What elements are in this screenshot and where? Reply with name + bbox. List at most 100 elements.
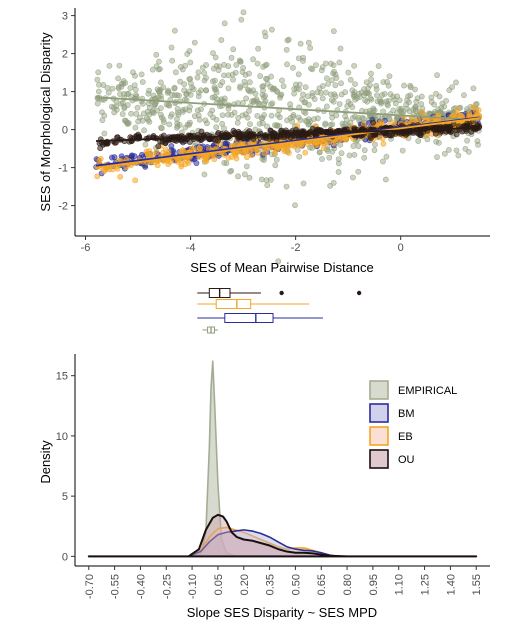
x-tick-label: 1.25 [420, 574, 432, 595]
scatter-point [277, 94, 283, 101]
legend-item-eb: EB [369, 426, 413, 446]
scatter-point [127, 85, 134, 91]
scatter-point [475, 107, 482, 113]
scatter-point [300, 91, 306, 98]
scatter-point [170, 147, 177, 154]
scatter-point [132, 124, 139, 131]
scatter-point [352, 81, 358, 88]
scatter-point [184, 158, 191, 164]
scatter-point [347, 101, 354, 107]
scatter-point [177, 78, 184, 85]
x-tick-label: 0.35 [265, 574, 277, 595]
scatter-point [118, 100, 124, 107]
scatter-point [300, 54, 307, 61]
scatter-point [296, 153, 303, 160]
trend-line-empirical [95, 96, 480, 121]
scatter-point [391, 96, 398, 103]
scatter-point [177, 64, 184, 70]
x-tick-label: -0.40 [135, 574, 147, 599]
scatter-point [201, 70, 208, 76]
scatter-point [414, 95, 421, 102]
scatter-point [150, 110, 157, 116]
scatter-point [305, 39, 312, 46]
scatter-point [133, 133, 140, 140]
scatter-point [149, 66, 156, 73]
scatter-point [241, 78, 248, 85]
scatter-point [267, 176, 274, 183]
scatter-point [262, 98, 269, 105]
scatter-point [101, 112, 108, 119]
scatter-point [225, 85, 232, 92]
scatter-point [455, 152, 462, 159]
scatter-point [302, 118, 309, 124]
scatter-point [221, 72, 227, 79]
scatter-point [355, 168, 362, 175]
scatter-point [156, 58, 162, 65]
scatter-point [292, 202, 298, 209]
scatter-point [155, 66, 162, 73]
scatter-point [124, 102, 131, 108]
scatter-point [290, 112, 297, 118]
scatter-point [268, 112, 275, 119]
scatter-point [268, 26, 275, 33]
scatter-point [284, 61, 290, 68]
scatter-point [179, 108, 186, 115]
scatter-point [182, 62, 189, 69]
x-tick-label: 0.20 [239, 574, 251, 595]
scatter-point [240, 64, 247, 71]
scatter-point [210, 50, 216, 57]
scatter-point [237, 58, 244, 65]
scatter-point [325, 81, 332, 87]
scatter-point [263, 177, 270, 184]
scatter-point [441, 103, 448, 110]
scatter-point [251, 97, 258, 104]
scatter-point [453, 79, 459, 86]
scatter-point [202, 154, 209, 160]
scatter-point [275, 258, 282, 265]
scatter-point [351, 151, 358, 158]
trend-line-ou [95, 126, 480, 142]
scatter-point [168, 111, 175, 118]
scatter-point [134, 104, 141, 111]
scatter-point [246, 174, 253, 181]
y-tick-label: 2 [62, 49, 68, 61]
scatter-point [342, 89, 349, 96]
scatter-point [158, 124, 164, 131]
scatter-point [406, 108, 413, 115]
scatter-point [279, 77, 285, 84]
scatter-point [228, 54, 235, 61]
scatter-point [305, 93, 311, 100]
scatter-point [187, 80, 194, 87]
scatter-point [338, 150, 345, 157]
scatter-point [244, 114, 251, 121]
scatter-point [331, 68, 337, 75]
scatter-point [404, 97, 410, 104]
scatter-point [336, 101, 343, 107]
scatter-point [335, 160, 342, 167]
scatter-point [186, 48, 193, 54]
scatter-point [337, 45, 344, 52]
scatter-point [139, 117, 146, 124]
legend-swatch [369, 380, 389, 400]
scatter-point [323, 103, 330, 110]
scatter-point [291, 90, 298, 97]
scatter-point [398, 105, 405, 112]
scatter-point [123, 164, 130, 170]
scatter-point [247, 121, 253, 128]
scatter-point [154, 86, 161, 93]
scatter-point [250, 136, 257, 142]
scatter-point [384, 100, 391, 107]
scatter-point [328, 91, 334, 98]
scatter-point [290, 64, 296, 71]
scatter-point [219, 120, 226, 127]
scatter-point [118, 83, 125, 90]
scatter-point [252, 126, 259, 133]
scatter-point [363, 79, 370, 86]
scatter-point [379, 92, 385, 98]
scatter-point [276, 123, 283, 129]
scatter-point [302, 84, 309, 91]
scatter-point [179, 107, 186, 113]
scatter-point [364, 89, 371, 96]
y-tick-label: 0 [62, 125, 68, 137]
x-tick-label: 0.95 [368, 574, 380, 595]
